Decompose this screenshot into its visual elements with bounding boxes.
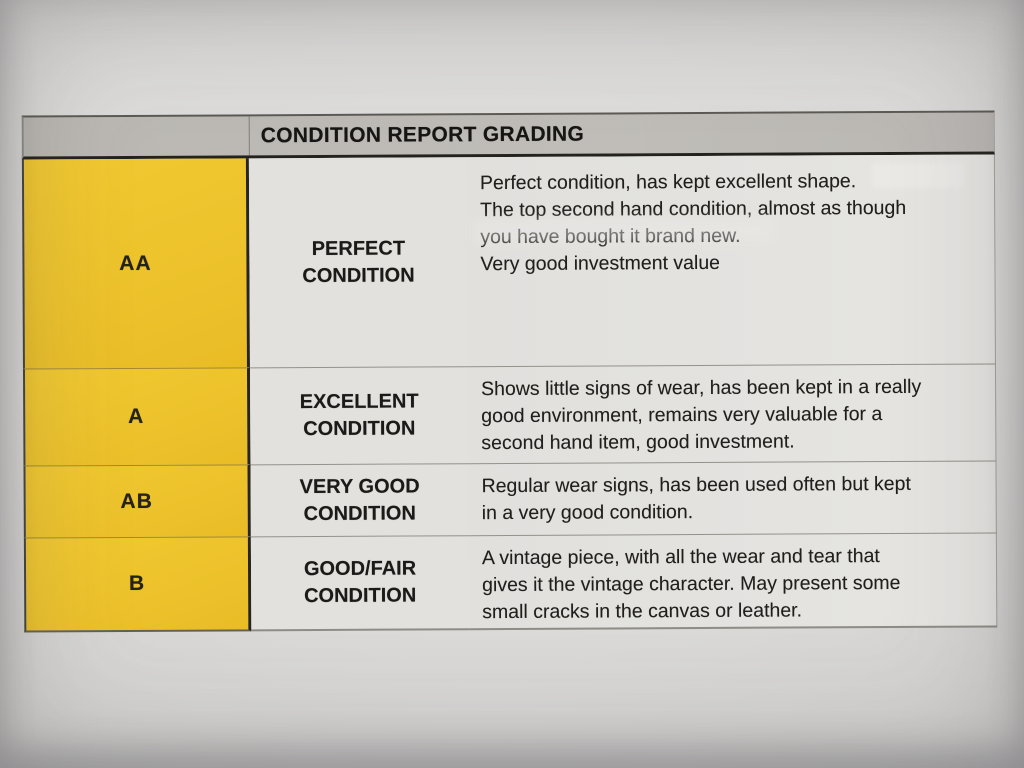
condition-label-excellent: EXCELLENT CONDITION xyxy=(249,366,469,465)
condition-label-good-fair: GOOD/FAIR CONDITION xyxy=(250,535,470,632)
description-paragraph: Regular wear signs, has been used often … xyxy=(481,472,911,525)
correction-fluid-mark xyxy=(871,162,965,189)
condition-label-very-good: VERY GOOD CONDITION xyxy=(250,463,469,537)
description-cell-ab: Regular wear signs, has been used often … xyxy=(468,460,997,536)
description-paragraph: Very good investment value xyxy=(480,251,721,276)
condition-label-perfect: PERFECT CONDITION xyxy=(248,157,468,368)
grade-code-ab: AB xyxy=(120,489,153,513)
table-title: CONDITION REPORT GRADING xyxy=(260,122,585,147)
correction-fluid-band xyxy=(473,217,774,244)
description-paragraph: A vintage piece, with all the wear and t… xyxy=(481,545,901,624)
condition-grading-table: CONDITION REPORT GRADING AA PERFECT COND… xyxy=(21,110,998,633)
description-cell-aa: Perfect condition, has kept excellent sh… xyxy=(466,154,996,367)
grade-cell-aa: AA xyxy=(21,158,250,369)
description-cell-a: Shows little signs of wear, has been kep… xyxy=(467,363,997,464)
header-grade-column-spacer xyxy=(23,116,250,157)
table-header-row: CONDITION REPORT GRADING xyxy=(21,110,995,160)
description-cell-b: A vintage piece, with all the wear and t… xyxy=(468,532,998,631)
grade-cell-a: A xyxy=(22,367,251,466)
grade-code-b: B xyxy=(128,571,146,595)
grade-cell-b: B xyxy=(23,536,252,633)
description-paragraph: Shows little signs of wear, has been kep… xyxy=(481,375,922,455)
grade-code-a: A xyxy=(128,404,145,428)
grade-code-aa: AA xyxy=(119,251,152,275)
grade-cell-ab: AB xyxy=(23,464,251,538)
table-body: AA PERFECT CONDITION Perfect condition, … xyxy=(21,154,998,633)
